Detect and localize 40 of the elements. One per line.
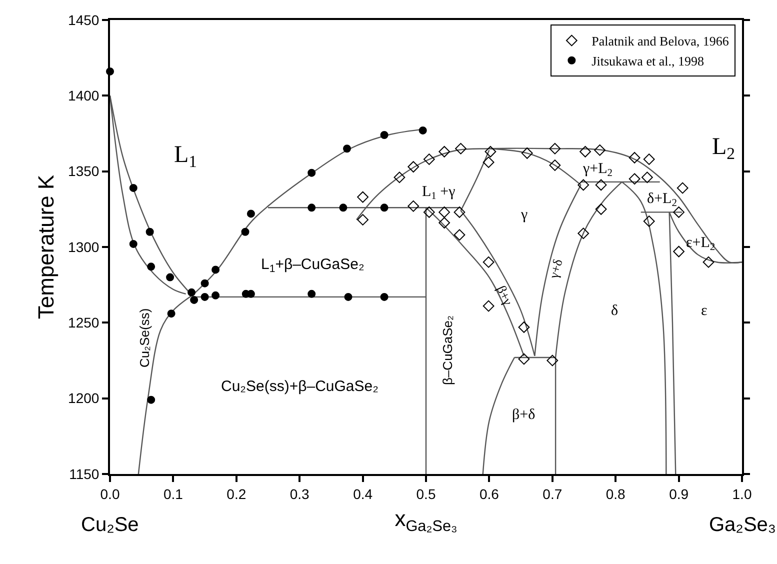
y-tick-label: 1250	[68, 314, 100, 331]
annotation: β+δ	[512, 407, 536, 423]
text: Cu₂Se	[81, 514, 139, 536]
annotation: γ+δ	[546, 257, 566, 281]
annotation: L$_{1}$+β–CuGaSe₂	[261, 256, 364, 276]
y-axis-title: Temperature K	[33, 174, 58, 320]
x-tick-label: 0.4	[353, 486, 373, 502]
y-tick-label: 1400	[68, 88, 100, 104]
annotation: γ+L$_{2}$	[582, 161, 613, 180]
annotation: β–CuGaSe₂	[440, 315, 456, 386]
annotation: L$_{1}$ +γ	[422, 184, 456, 202]
annotation: ε+L$_{2}$	[686, 235, 716, 254]
x-tick-label: 0.3	[290, 486, 310, 502]
x-tick-label: 0.9	[669, 486, 689, 502]
y-tick-label: 1450	[68, 12, 100, 28]
x-axis-title: x$_{Ga₂Se₃}$	[394, 506, 458, 535]
annotation: γ	[520, 207, 528, 223]
legend-label: Palatnik and Belova, 1966	[592, 34, 730, 49]
annotation: δ+L$_{2}$	[647, 191, 677, 210]
legend-label: Jitsukawa et al., 1998	[592, 53, 704, 68]
x-tick-label: 0.1	[163, 486, 184, 502]
annotation: β+γ	[494, 283, 516, 308]
x-tick-label: 1.0	[732, 486, 752, 502]
x-tick-label: 0.6	[479, 486, 500, 502]
annotation: L$_{1}$	[174, 142, 198, 172]
text: Ga₂Se₃	[709, 514, 776, 536]
annotation: Cu₂Se(ss)	[136, 308, 152, 368]
y-tick-label: 1300	[68, 238, 100, 255]
y-tick-label: 1200	[68, 390, 100, 406]
annotation: Cu₂Se(ss)+β–CuGaSe₂	[221, 378, 379, 395]
x-tick-label: 0.8	[606, 486, 626, 502]
x-tick-label: 0.7	[542, 486, 562, 502]
y-tick-label: 1150	[69, 466, 100, 482]
annotation: L$_{2}$	[712, 134, 736, 164]
y-tick-label: 1350	[68, 163, 100, 180]
annotation: ε	[701, 303, 708, 319]
x-tick-label: 0.2	[226, 486, 246, 502]
annotation: δ	[611, 303, 618, 319]
x-tick-label: 0.5	[416, 486, 436, 502]
x-tick-label: 0.0	[100, 486, 120, 502]
